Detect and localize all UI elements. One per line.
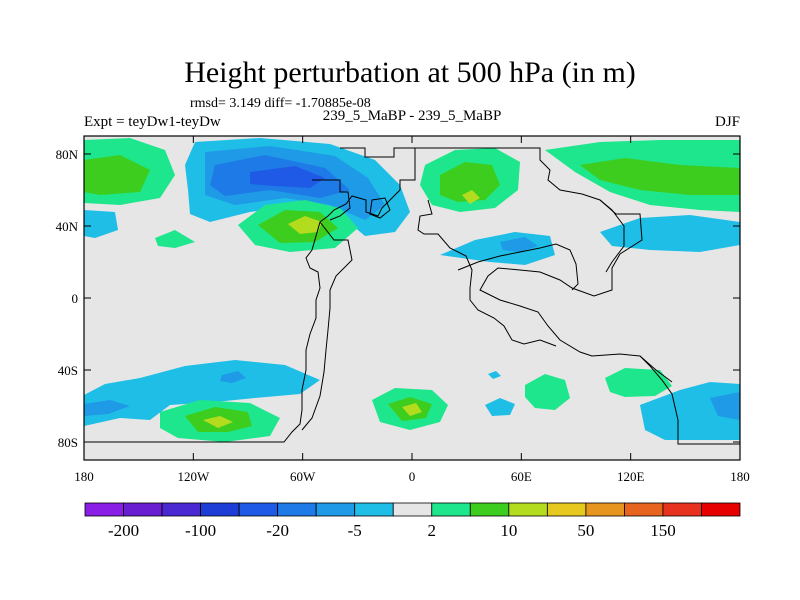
colorbar-label: 10 (500, 521, 517, 540)
coastline-australia (639, 355, 673, 383)
chart-title: Height perturbation at 500 hPa (in m) (184, 56, 636, 89)
contour-eurasia-high-yellow (462, 190, 480, 204)
contour-sh-west-blue (84, 360, 320, 426)
colorbar-swatch (315, 502, 356, 517)
colorbar-swatch (161, 502, 201, 517)
colorbar-swatch (469, 502, 510, 517)
period-label: 239_5_MaBP - 239_5_MaBP (323, 108, 502, 124)
contour-indian-green-a (525, 374, 570, 410)
contour-pacific-low-core (250, 166, 325, 188)
coastline-south-america-east (301, 221, 353, 431)
colorbar-swatch (84, 502, 124, 517)
colorbar-swatch (354, 502, 394, 517)
y-tick-label: 0 (72, 291, 79, 306)
colorbar-swatch (662, 502, 702, 517)
contour-sh-west-blue-mid (84, 400, 130, 416)
season-label: DJF (715, 114, 740, 130)
stats-label: rmsd= 3.149 diff= -1.70885e-08 (190, 96, 371, 111)
colorbar-swatch (431, 502, 471, 517)
x-tick-label: 180 (730, 469, 750, 484)
x-tick-label: 120E (617, 469, 645, 484)
y-tick-label: 40S (58, 363, 78, 378)
colorbar: -200 -100 -20 -5 2 10 50 150 (84, 502, 741, 540)
colorbar-swatch (277, 502, 317, 517)
contour-sh-east-blue (640, 382, 740, 440)
contour-sh-east-blue-mid (710, 392, 740, 420)
experiment-label: Expt = teyDw1-teyDw (84, 114, 221, 130)
y-tick-label: 40N (56, 219, 79, 234)
colorbar-label: -100 (185, 521, 216, 540)
colorbar-swatch (200, 502, 240, 517)
contour-nh-east-blue-a-core (500, 237, 538, 252)
x-tick-label: 60E (511, 469, 532, 484)
contour-nh-west-darkgreen (84, 155, 150, 195)
coastline-arabia-india (457, 243, 579, 291)
contour-south-atlantic-yellowgreen (402, 403, 422, 416)
coastline-africa (417, 199, 557, 347)
colorbar-label: -200 (108, 521, 139, 540)
contour-south-atlantic-blue-small (485, 398, 515, 416)
colorbar-swatch (624, 502, 664, 517)
x-axis: 180 120W 60W 0 60E 120E 180 (74, 136, 750, 484)
coastline-east-asia (599, 199, 625, 273)
contour-nh-west-edge-blue (84, 210, 118, 238)
x-tick-label: 60W (290, 469, 316, 484)
contour-fields (84, 138, 740, 442)
y-axis: 80N 40N 0 40S 80S (56, 147, 740, 450)
contour-eurasia-high-darkgreen (440, 162, 500, 202)
contour-sh-south-pacific-yellowgreen (203, 416, 233, 428)
colorbar-label: 50 (577, 521, 594, 540)
colorbar-swatch (123, 502, 163, 517)
y-tick-label: 80N (56, 147, 79, 162)
contour-indian-green-b (605, 368, 672, 397)
colorbar-swatch (701, 502, 741, 517)
colorbar-swatch (508, 502, 548, 517)
contour-nh-east-blue-b (600, 215, 740, 252)
contour-nh-east-darkgreen (580, 158, 740, 195)
colorbar-swatch (546, 502, 587, 517)
x-tick-label: 120W (177, 469, 210, 484)
y-tick-label: 80S (58, 435, 78, 450)
contour-sh-west-blue-core (220, 371, 246, 383)
x-tick-label: 0 (409, 469, 416, 484)
colorbar-swatch (585, 502, 625, 517)
colorbar-swatch (238, 502, 279, 517)
coastline-greenland (369, 197, 391, 219)
colorbar-label: 2 (428, 521, 437, 540)
contour-atlantic-edge-green (155, 230, 195, 248)
colorbar-label: -5 (348, 521, 362, 540)
colorbar-label: -20 (266, 521, 289, 540)
x-tick-label: 180 (74, 469, 94, 484)
coastline-north-america-interior (312, 179, 351, 221)
contour-atlantic-high-yellowgreen (288, 216, 322, 234)
colorbar-swatch (392, 502, 433, 517)
colorbar-label: 150 (650, 521, 676, 540)
coastlines (84, 147, 740, 445)
coastline-americas (84, 147, 416, 443)
contour-south-atlantic-blue-dot (488, 371, 501, 379)
